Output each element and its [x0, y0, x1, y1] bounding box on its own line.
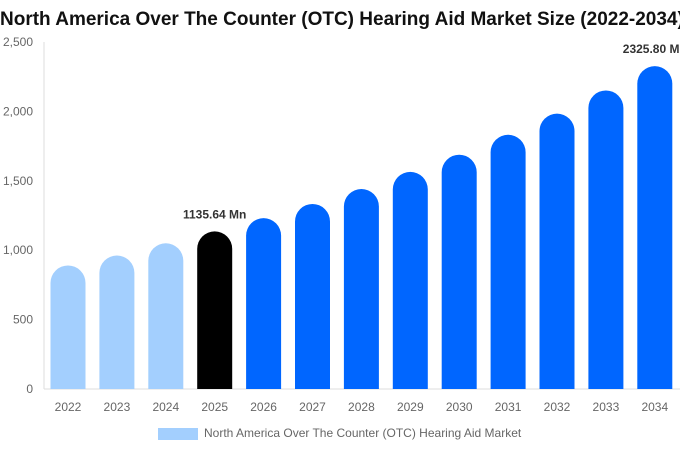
- x-tick-label: 2024: [152, 400, 179, 414]
- x-tick-label: 2022: [55, 400, 82, 414]
- bar-2033: [588, 90, 624, 390]
- x-tick-label: 2023: [104, 400, 131, 414]
- x-tick-label: 2028: [348, 400, 375, 414]
- y-tick-label: 2,500: [3, 35, 33, 49]
- data-label: 2325.80 Mn: [623, 42, 680, 56]
- bar-2034: [637, 66, 673, 390]
- x-tick-label: 2030: [446, 400, 473, 414]
- x-tick-label: 2034: [641, 400, 668, 414]
- y-tick-label: 1,000: [3, 243, 33, 257]
- bar-2022: [50, 265, 86, 389]
- legend-label: North America Over The Counter (OTC) Hea…: [204, 426, 522, 440]
- chart-title: North America Over The Counter (OTC) Hea…: [0, 9, 680, 30]
- bar-2026: [246, 218, 282, 389]
- bar-2029: [392, 171, 428, 389]
- y-tick-label: 0: [26, 382, 33, 396]
- x-tick-label: 2032: [544, 400, 571, 414]
- bar-2025: [197, 231, 233, 389]
- y-tick-label: 2,000: [3, 104, 33, 118]
- legend-swatch: [158, 428, 198, 440]
- x-tick-label: 2025: [201, 400, 228, 414]
- bar-2027: [295, 203, 330, 389]
- x-tick-label: 2027: [299, 400, 326, 414]
- y-tick-label: 1,500: [3, 174, 33, 188]
- data-label: 1135.64 Mn: [183, 207, 246, 221]
- bar-2023: [99, 255, 135, 389]
- bar-2032: [539, 113, 575, 389]
- x-tick-label: 2031: [495, 400, 522, 414]
- bar-2024: [148, 243, 184, 389]
- x-tick-label: 2026: [250, 400, 277, 414]
- x-tick-label: 2029: [397, 400, 424, 414]
- bar-2028: [343, 188, 379, 389]
- bar-2031: [490, 134, 526, 389]
- y-tick-label: 500: [13, 313, 33, 327]
- x-tick-label: 2033: [593, 400, 620, 414]
- bar-2030: [441, 154, 477, 389]
